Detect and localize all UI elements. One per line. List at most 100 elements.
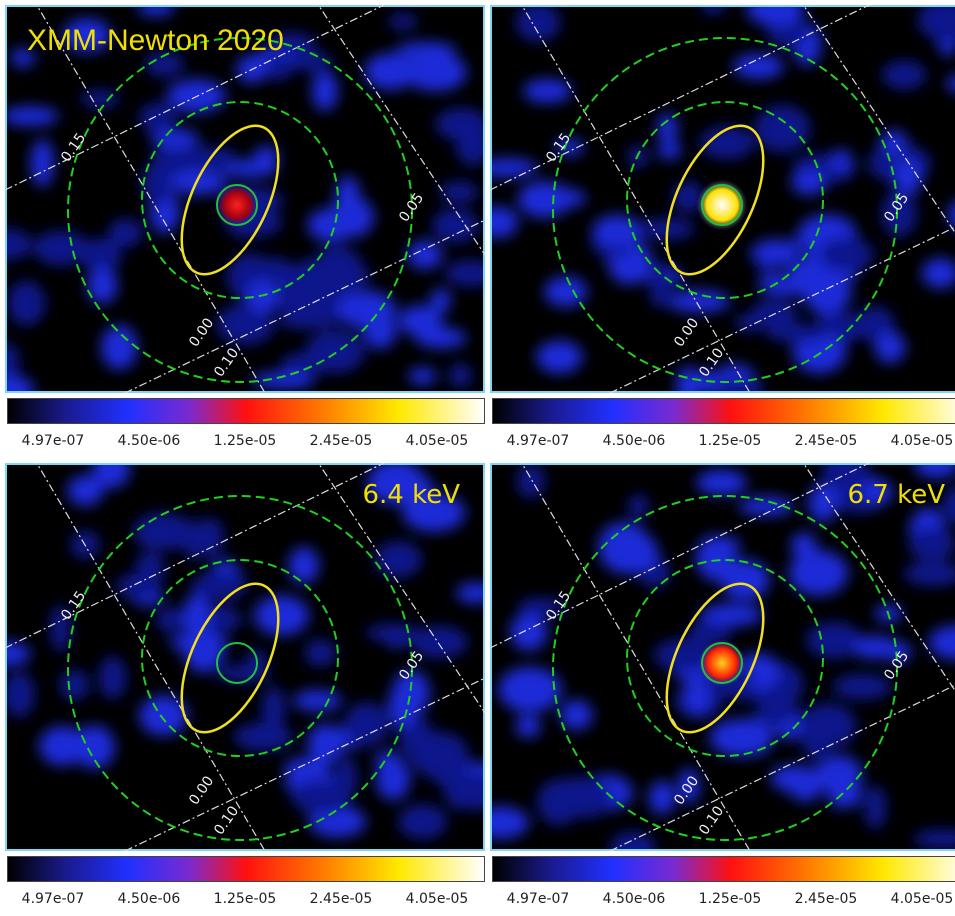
colorbar-tick-label: 1.25e-05	[698, 891, 762, 907]
blob	[696, 469, 747, 496]
grid-line	[5, 5, 386, 191]
grid-line	[5, 463, 386, 649]
blob	[266, 54, 292, 81]
blob	[684, 370, 722, 393]
blob	[599, 530, 659, 575]
blob	[183, 593, 212, 639]
blob	[788, 550, 849, 596]
blob	[549, 776, 607, 818]
blob	[5, 641, 31, 667]
outer-region	[67, 37, 413, 383]
blob	[819, 237, 874, 272]
blob	[196, 517, 224, 558]
blob	[861, 479, 894, 505]
blob	[831, 149, 853, 173]
blob	[430, 755, 465, 788]
colorbar-tick-label: 1.25e-05	[213, 891, 277, 907]
source	[698, 639, 746, 687]
colorbar-tick-label: 2.45e-05	[794, 891, 858, 907]
blob	[881, 190, 917, 238]
blob	[292, 689, 342, 712]
blob	[311, 70, 338, 112]
blob	[757, 274, 817, 296]
grid-line	[124, 677, 485, 851]
blob	[928, 625, 955, 660]
blob	[517, 181, 571, 218]
source-circle	[216, 184, 258, 226]
blob	[720, 559, 770, 601]
grid-line	[609, 226, 955, 393]
source	[696, 179, 748, 231]
blob	[5, 671, 35, 718]
blob	[435, 107, 485, 141]
colorbar-tick-label: 1.25e-05	[698, 433, 762, 449]
colorbar-tick-label: 4.50e-06	[117, 891, 181, 907]
blob	[291, 780, 351, 814]
blob	[5, 375, 35, 393]
panel: 0.15 0.05 0.00 0.10 XMM-Newton 2020 4.97e-07 4…	[5, 5, 485, 449]
blob	[592, 214, 642, 248]
blob	[490, 806, 529, 839]
colorbar-ticks: 4.97e-07 4.50e-06 1.25e-05 2.45e-05 4.05e-05	[5, 433, 485, 449]
blob	[518, 597, 565, 617]
blob	[864, 785, 887, 830]
blob	[410, 625, 468, 659]
frame	[490, 5, 955, 393]
blob	[732, 53, 784, 79]
colorbar	[492, 398, 955, 424]
source-ellipse	[665, 582, 765, 734]
blob	[787, 766, 823, 802]
blob	[756, 694, 799, 725]
colorbar-tick-label: 4.50e-06	[117, 433, 181, 449]
blob	[283, 757, 330, 780]
blob	[455, 582, 485, 604]
source	[215, 183, 259, 227]
blob	[751, 299, 798, 328]
blob	[307, 207, 356, 243]
blob	[375, 757, 411, 801]
blob	[908, 527, 955, 561]
blob	[5, 342, 20, 382]
colorbar-tick-label: 2.45e-05	[794, 433, 858, 449]
blob	[947, 202, 955, 228]
blob	[261, 686, 286, 732]
source-ellipse	[180, 124, 280, 276]
blob	[5, 228, 33, 261]
grid-line	[521, 463, 751, 851]
blob	[251, 371, 316, 389]
blob	[746, 5, 805, 26]
blob	[628, 493, 649, 519]
blob	[439, 181, 479, 203]
blob	[392, 669, 430, 717]
blob	[699, 126, 755, 160]
blob	[115, 573, 160, 599]
blob	[544, 276, 588, 308]
inner-region	[141, 101, 339, 299]
blob	[183, 631, 225, 673]
outer-region	[552, 37, 898, 383]
outer-region	[67, 495, 413, 841]
source-ellipse	[665, 124, 765, 276]
blob	[98, 656, 127, 700]
blob	[190, 146, 237, 170]
blob	[253, 146, 280, 165]
panel: 0.15 0.05 0.00 0.10 4.97e-07 4.50e-06 1.25e-05…	[490, 5, 955, 449]
blob	[364, 53, 417, 90]
blob	[657, 112, 678, 142]
panel-label: XMM-Newton 2020	[27, 24, 284, 57]
colorbar-tick-label: 4.97e-07	[506, 433, 570, 449]
blob	[30, 138, 55, 187]
colorbar	[7, 856, 485, 882]
emission	[5, 463, 485, 840]
blob	[445, 260, 485, 287]
blob	[522, 79, 572, 103]
blob	[136, 5, 176, 17]
colorbar-tick-label: 4.97e-07	[21, 891, 85, 907]
blob	[678, 768, 700, 804]
blob	[388, 13, 418, 30]
blob	[879, 130, 908, 154]
blob	[903, 561, 955, 587]
blob	[308, 805, 367, 838]
blob	[344, 702, 390, 747]
blob	[941, 486, 955, 523]
